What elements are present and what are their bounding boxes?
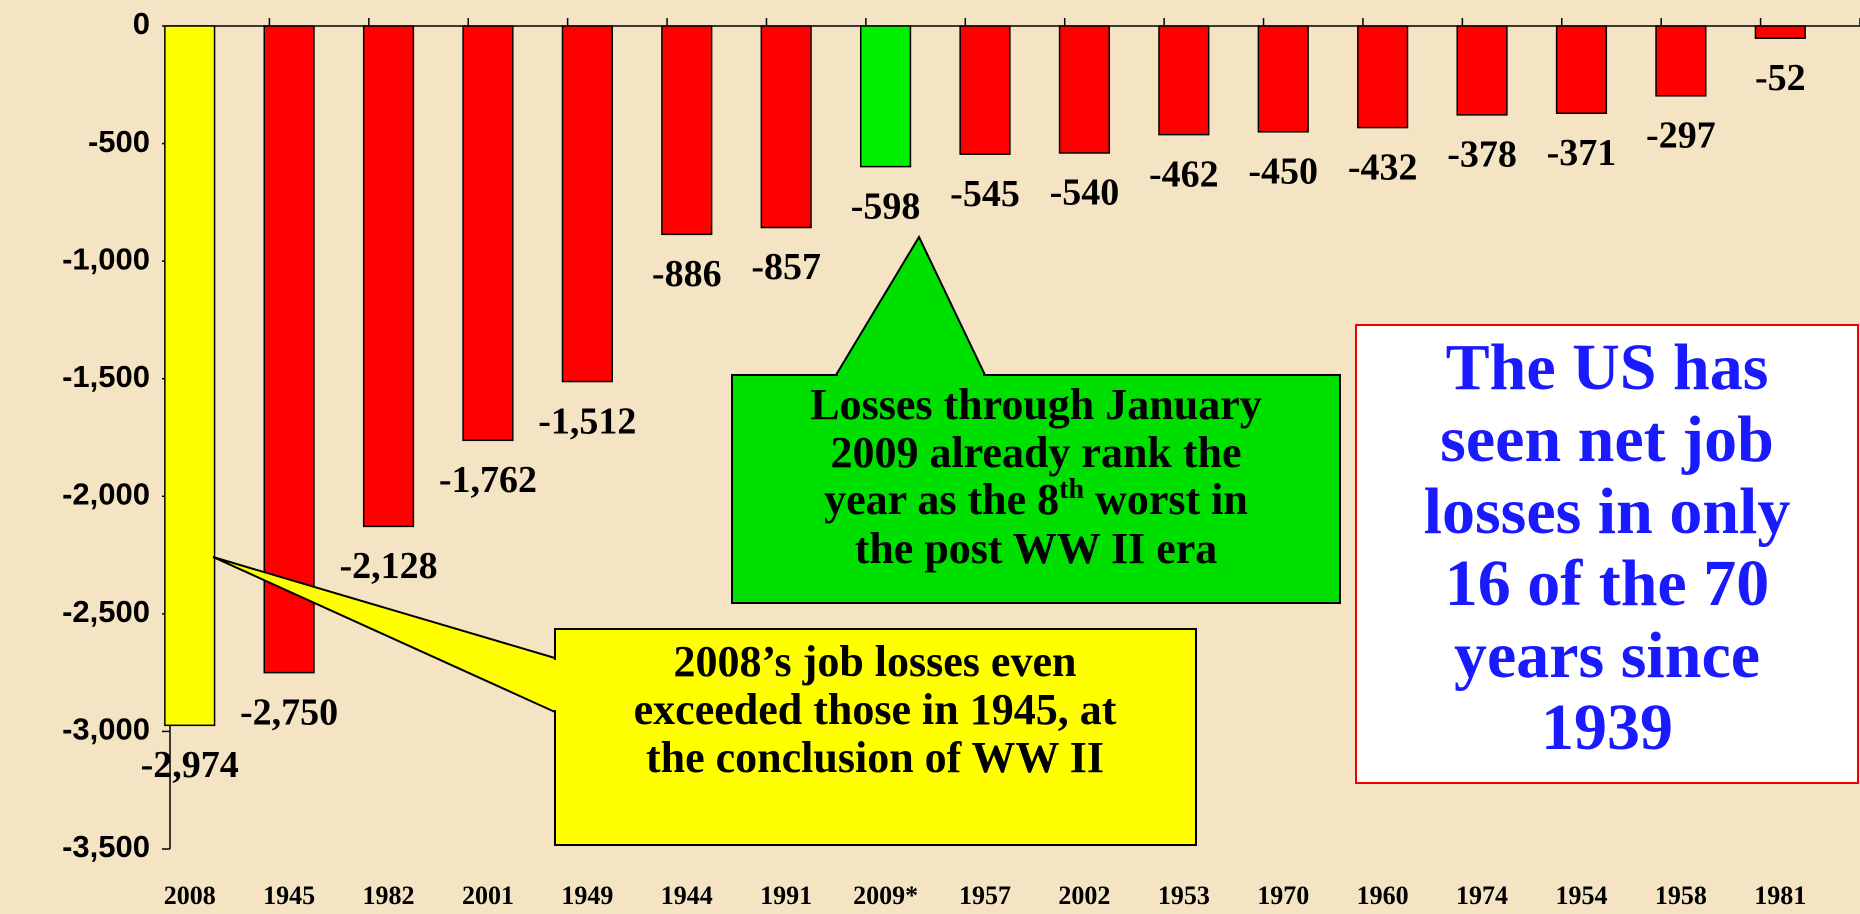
bar [1456, 25, 1508, 116]
data-label: -2,974 [141, 744, 239, 786]
data-label: -432 [1348, 146, 1418, 188]
callout-box [554, 628, 1197, 846]
annotation: 2008’s job losses even [674, 637, 1077, 686]
note-box [1355, 324, 1859, 784]
annotation: year as the 8th worst in [824, 474, 1248, 524]
annotation: the post WW II era [855, 524, 1218, 573]
data-label: -2,128 [339, 545, 437, 587]
annotation: 2009 already rank the [830, 428, 1241, 477]
annotation: exceeded those in 1945, at [634, 685, 1117, 734]
note-text: The US has [1446, 331, 1769, 404]
annotation-part: year as the 8 [824, 475, 1059, 524]
data-label: -378 [1447, 134, 1517, 176]
x-tick-label: 1981 [1754, 881, 1806, 910]
bar [362, 25, 415, 528]
data-label: -371 [1547, 132, 1617, 174]
y-tick-label: -2,500 [62, 594, 150, 629]
data-label: -1,512 [538, 400, 636, 442]
y-tick-label: 0 [133, 6, 150, 41]
data-label: -857 [751, 246, 821, 288]
x-tick-label: 1944 [661, 881, 713, 910]
annotation: Losses through January [810, 380, 1262, 429]
x-tick-label: 1982 [363, 881, 415, 910]
data-label: -297 [1646, 115, 1716, 157]
annotation-part: worst in [1084, 475, 1248, 524]
annotation: the conclusion of WW II [646, 733, 1104, 782]
bar [959, 25, 1011, 155]
bar [1655, 25, 1707, 97]
note-text: 1939 [1541, 691, 1673, 764]
x-tick-label: 2001 [462, 881, 514, 910]
note-text: seen net job [1440, 403, 1774, 476]
x-tick-label: 1970 [1257, 881, 1309, 910]
bar [1754, 25, 1806, 39]
y-tick-label: -1,000 [62, 241, 150, 276]
data-label: -545 [950, 173, 1020, 215]
bar [462, 25, 514, 442]
data-label: -52 [1755, 57, 1806, 99]
bar [1357, 25, 1409, 129]
callout-pointer [834, 234, 987, 376]
data-label: -886 [652, 253, 722, 295]
x-tick-label: 1991 [760, 881, 812, 910]
x-tick-label: 1974 [1456, 881, 1508, 910]
bar [1555, 25, 1608, 114]
y-tick-label: -3,000 [62, 712, 150, 747]
bar [263, 25, 315, 674]
data-label: -540 [1050, 172, 1120, 214]
bar [760, 25, 812, 229]
annotation-sup: th [1059, 474, 1084, 505]
note-text: losses in only [1424, 475, 1791, 548]
y-tick-label: -500 [88, 124, 150, 159]
x-tick-label: 2008 [164, 881, 216, 910]
x-tick-label: 1958 [1655, 881, 1707, 910]
x-tick-label: 1957 [959, 881, 1011, 910]
data-label: -598 [851, 185, 921, 227]
y-tick-label: -1,500 [62, 359, 150, 394]
x-tick-label: 1953 [1158, 881, 1210, 910]
bar [859, 25, 912, 168]
note-text: years since [1454, 619, 1760, 692]
x-tick-label: 2002 [1058, 881, 1110, 910]
bar [661, 25, 713, 236]
bar [1058, 25, 1111, 154]
y-tick-label: -3,500 [62, 829, 150, 864]
x-tick-label: 1949 [561, 881, 613, 910]
y-tick-label: -2,000 [62, 476, 150, 511]
x-tick-label: 1960 [1357, 881, 1409, 910]
x-tick-label: 1954 [1555, 881, 1607, 910]
bar [1158, 25, 1210, 136]
data-label: -2,750 [240, 691, 338, 733]
bar [561, 25, 613, 383]
bar [164, 25, 216, 727]
callout-box [731, 374, 1341, 604]
bar [1257, 25, 1309, 133]
data-label: -1,762 [439, 459, 537, 501]
data-label: -450 [1248, 151, 1318, 193]
x-tick-label: 1945 [263, 881, 315, 910]
data-label: -462 [1149, 153, 1219, 195]
note-text: 16 of the 70 [1445, 547, 1769, 620]
x-tick-label: 2009* [853, 881, 918, 910]
